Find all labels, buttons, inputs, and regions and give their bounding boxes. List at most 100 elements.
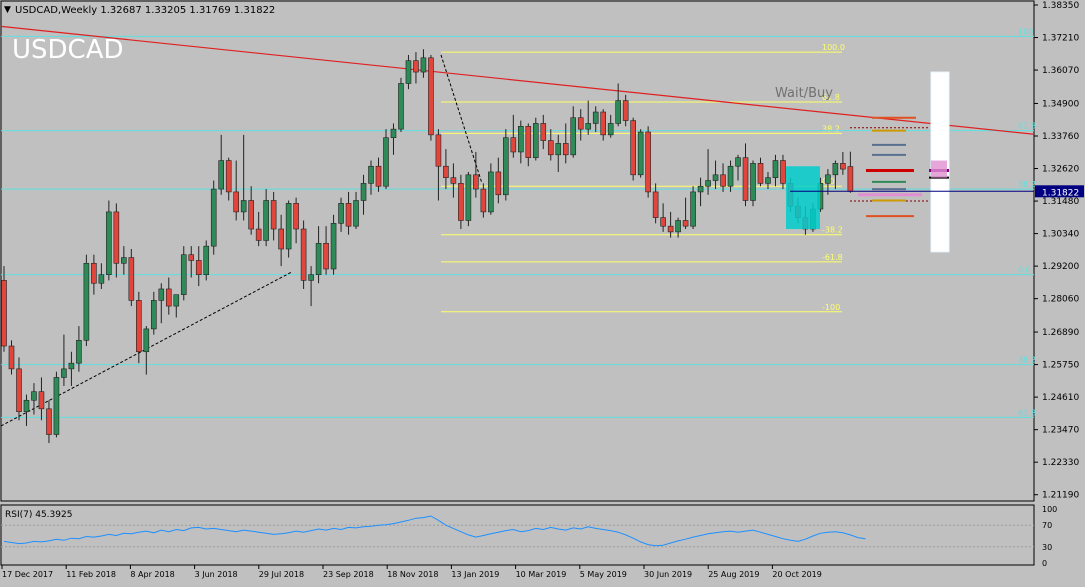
candle[interactable]	[143, 326, 150, 375]
candle[interactable]	[188, 246, 195, 278]
candle[interactable]	[413, 52, 419, 84]
candle[interactable]	[308, 266, 314, 307]
candle[interactable]	[16, 357, 22, 421]
candle[interactable]	[772, 154, 779, 187]
candle[interactable]	[577, 109, 584, 141]
candle[interactable]	[675, 217, 681, 238]
candle[interactable]	[225, 157, 232, 201]
candle[interactable]	[46, 400, 52, 444]
candle[interactable]	[465, 171, 472, 227]
candle[interactable]	[68, 351, 75, 386]
candle[interactable]	[270, 191, 277, 241]
candle[interactable]	[630, 117, 636, 181]
candle[interactable]	[825, 169, 831, 195]
candle[interactable]	[285, 200, 292, 258]
candle[interactable]	[420, 49, 427, 78]
candle[interactable]	[735, 154, 741, 181]
candle[interactable]	[570, 106, 577, 158]
candle[interactable]	[38, 377, 45, 421]
candle[interactable]	[345, 191, 352, 235]
candle[interactable]	[458, 174, 464, 230]
candle[interactable]	[480, 183, 487, 218]
candle[interactable]	[405, 54, 412, 90]
candle[interactable]	[622, 94, 629, 127]
candle[interactable]	[83, 254, 90, 347]
candle[interactable]	[667, 211, 674, 238]
candle[interactable]	[488, 163, 494, 215]
candle[interactable]	[383, 129, 389, 190]
candle[interactable]	[31, 383, 37, 415]
candle[interactable]	[151, 291, 157, 335]
resistance-trendline[interactable]	[0, 25, 1035, 135]
candle[interactable]	[712, 160, 719, 190]
candle[interactable]	[615, 83, 621, 127]
candle[interactable]	[765, 171, 771, 190]
candle[interactable]	[338, 197, 344, 232]
candle[interactable]	[742, 143, 749, 207]
candle[interactable]	[368, 160, 374, 195]
candle[interactable]	[248, 186, 254, 235]
candle[interactable]	[547, 129, 554, 161]
candle[interactable]	[218, 134, 225, 195]
candle[interactable]	[353, 191, 359, 230]
candle[interactable]	[503, 129, 509, 201]
candle[interactable]	[315, 226, 322, 284]
candle[interactable]	[690, 186, 696, 230]
candle[interactable]	[278, 214, 284, 267]
candle[interactable]	[360, 174, 367, 215]
candle[interactable]	[233, 160, 239, 221]
candle[interactable]	[8, 340, 15, 375]
candle[interactable]	[91, 254, 97, 295]
candle[interactable]	[390, 123, 397, 155]
candle[interactable]	[173, 294, 180, 318]
candle[interactable]	[330, 214, 337, 275]
candle[interactable]	[780, 154, 786, 190]
candle[interactable]	[540, 114, 547, 150]
candle[interactable]	[195, 246, 202, 287]
candle[interactable]	[832, 160, 839, 190]
candle[interactable]	[53, 371, 60, 438]
candle[interactable]	[555, 134, 562, 172]
candle[interactable]	[435, 129, 442, 201]
candle[interactable]	[263, 189, 269, 247]
candle[interactable]	[840, 151, 846, 175]
candle[interactable]	[720, 163, 726, 192]
candle[interactable]	[428, 54, 434, 141]
candle[interactable]	[180, 246, 187, 301]
candle[interactable]	[443, 149, 449, 190]
candle[interactable]	[585, 100, 592, 135]
candle[interactable]	[76, 326, 82, 372]
candle[interactable]	[750, 160, 756, 207]
candle[interactable]	[592, 106, 599, 132]
candle[interactable]	[562, 123, 569, 164]
candle[interactable]	[23, 394, 30, 426]
candle[interactable]	[510, 114, 517, 158]
candle[interactable]	[705, 149, 711, 195]
candle[interactable]	[98, 263, 105, 289]
candle[interactable]	[660, 203, 666, 232]
candle[interactable]	[645, 126, 651, 198]
candle[interactable]	[158, 283, 165, 324]
candle[interactable]	[398, 77, 404, 132]
candle[interactable]	[525, 123, 532, 167]
candle[interactable]	[757, 157, 764, 187]
fib-anchor-line[interactable]	[440, 54, 483, 184]
candle[interactable]	[106, 200, 112, 281]
candle[interactable]	[1, 266, 7, 352]
candle[interactable]	[293, 197, 299, 244]
candle[interactable]	[637, 129, 644, 178]
candle[interactable]	[450, 163, 457, 198]
candle[interactable]	[518, 120, 524, 164]
candle[interactable]	[600, 109, 607, 141]
candle[interactable]	[255, 211, 262, 247]
candle[interactable]	[375, 157, 382, 192]
candle[interactable]	[113, 203, 120, 278]
candle[interactable]	[240, 134, 247, 221]
candle[interactable]	[136, 291, 142, 364]
candle[interactable]	[128, 249, 135, 307]
candle[interactable]	[532, 117, 539, 161]
candle[interactable]	[121, 246, 127, 275]
candle[interactable]	[210, 180, 217, 255]
candle[interactable]	[607, 114, 614, 138]
candle[interactable]	[61, 334, 67, 386]
